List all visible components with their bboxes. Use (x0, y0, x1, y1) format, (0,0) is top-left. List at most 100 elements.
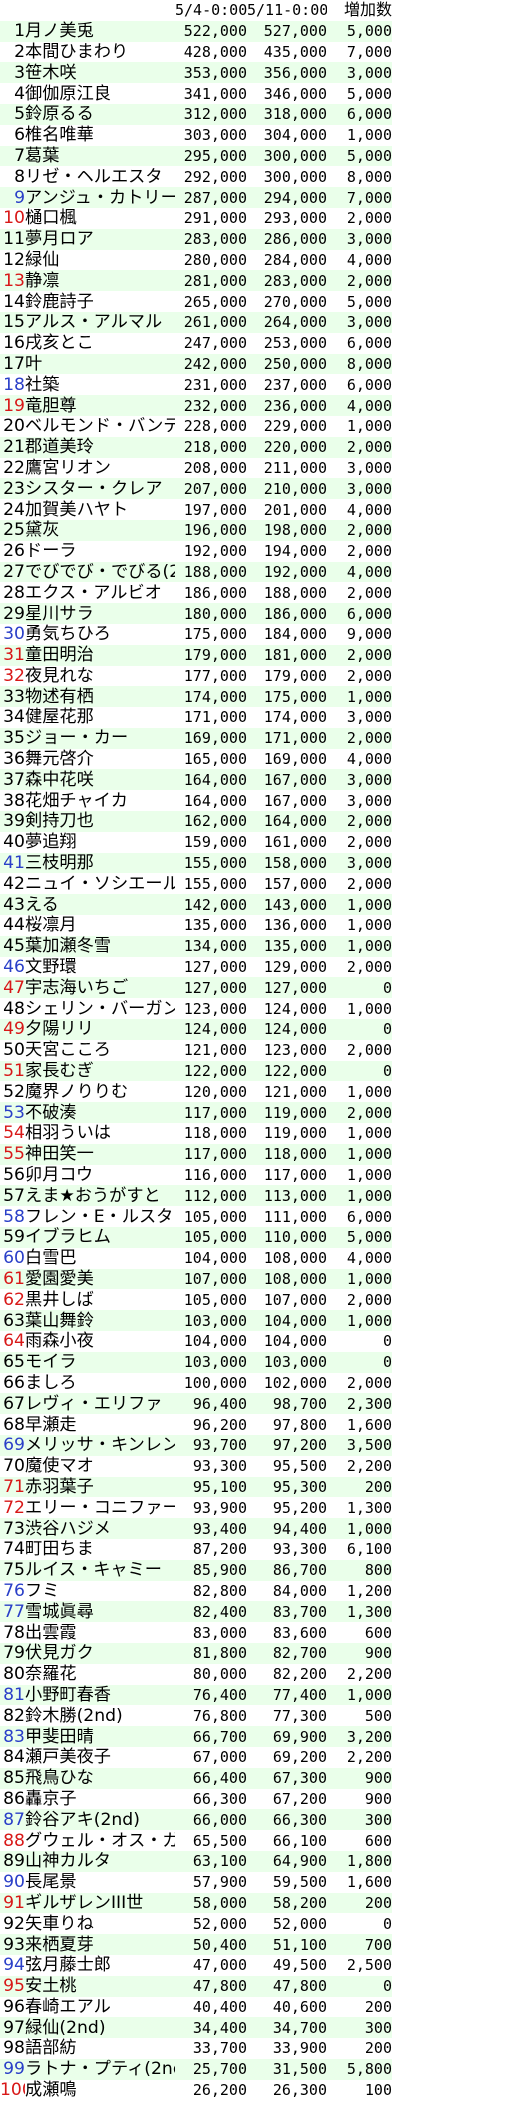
rank-cell: 10 (0, 207, 25, 229)
count-before-cell: 95,100 (175, 1476, 247, 1498)
rank-cell: 92 (0, 1913, 25, 1935)
count-after-cell: 236,000 (247, 395, 327, 416)
increase-cell: 900 (327, 1642, 392, 1664)
increase-cell: 200 (327, 1996, 392, 2018)
count-after-cell: 66,100 (247, 1830, 327, 1851)
name-cell: 雪城眞尋 (25, 1601, 175, 1623)
count-before-cell: 281,000 (175, 270, 247, 292)
name-cell: 赤羽葉子 (25, 1476, 175, 1498)
rank-cell: 87 (0, 1809, 25, 1831)
table-row: 31 童田明治 179,000 181,000 2,000 (0, 644, 392, 666)
rank-cell: 13 (0, 270, 25, 292)
rank-cell: 100 (0, 2079, 25, 2101)
increase-cell: 2,000 (327, 207, 392, 229)
table-row: 5 鈴原るる 312,000 318,000 6,000 (0, 103, 392, 125)
count-before-cell: 164,000 (175, 790, 247, 812)
count-after-cell: 117,000 (247, 1164, 327, 1186)
count-before-cell: 341,000 (175, 83, 247, 104)
rank-cell: 58 (0, 1206, 25, 1228)
count-after-cell: 110,000 (247, 1227, 327, 1248)
count-before-cell: 186,000 (175, 582, 247, 604)
increase-cell: 1,000 (327, 894, 392, 916)
increase-cell: 1,200 (327, 1580, 392, 1602)
increase-cell: 2,200 (327, 1455, 392, 1477)
table-row: 86 轟京子 66,300 67,200 900 (0, 1788, 392, 1810)
count-after-cell: 69,200 (247, 1746, 327, 1768)
rank-cell: 40 (0, 831, 25, 853)
rank-cell: 66 (0, 1372, 25, 1394)
count-before-cell: 67,000 (175, 1746, 247, 1768)
name-cell: モイラ (25, 1351, 175, 1373)
rank-cell: 38 (0, 790, 25, 812)
count-after-cell: 97,800 (247, 1414, 327, 1435)
table-row: 92 矢車りね 52,000 52,000 0 (0, 1913, 392, 1935)
count-before-cell: 292,000 (175, 166, 247, 188)
count-before-cell: 25,700 (175, 2058, 247, 2080)
count-after-cell: 136,000 (247, 915, 327, 936)
increase-cell: 1,000 (327, 1684, 392, 1706)
increase-cell: 200 (327, 1892, 392, 1914)
name-cell: 夢追翔 (25, 831, 175, 853)
rank-cell: 46 (0, 956, 25, 978)
rank-cell: 8 (0, 166, 25, 188)
count-before-cell: 120,000 (175, 1081, 247, 1103)
increase-cell: 3,000 (327, 790, 392, 812)
rank-cell: 98 (0, 2038, 25, 2059)
count-after-cell: 192,000 (247, 561, 327, 583)
count-before-cell: 112,000 (175, 1185, 247, 1207)
count-after-cell: 26,300 (247, 2079, 327, 2101)
name-cell: 三枝明那 (25, 852, 175, 874)
name-cell: 葉山舞鈴 (25, 1310, 175, 1331)
increase-cell: 4,000 (327, 561, 392, 583)
count-before-cell: 52,000 (175, 1913, 247, 1935)
rank-cell: 2 (0, 41, 25, 63)
table-row: 70 魔使マオ 93,300 95,500 2,200 (0, 1455, 392, 1477)
increase-cell: 5,000 (327, 1227, 392, 1248)
name-cell: イブラヒム (25, 1227, 175, 1248)
increase-cell: 8,000 (327, 166, 392, 188)
count-before-cell: 80,000 (175, 1663, 247, 1685)
name-cell: 山神カルタ (25, 1850, 175, 1872)
count-after-cell: 143,000 (247, 894, 327, 916)
increase-cell: 800 (327, 1559, 392, 1581)
table-row: 98 語部紡 33,700 33,900 200 (0, 2038, 392, 2059)
count-before-cell: 188,000 (175, 561, 247, 583)
count-before-cell: 162,000 (175, 811, 247, 832)
table-row: 62 黒井しば 105,000 107,000 2,000 (0, 1289, 392, 1311)
name-cell: ましろ (25, 1372, 175, 1394)
increase-cell: 3,200 (327, 1726, 392, 1747)
increase-cell: 1,000 (327, 124, 392, 146)
name-cell: ベルモンド・バンデラス (25, 415, 175, 437)
table-row: 3 笹木咲 353,000 356,000 3,000 (0, 62, 392, 84)
increase-cell: 2,000 (327, 582, 392, 604)
count-after-cell: 66,300 (247, 1809, 327, 1831)
rank-cell: 27 (0, 561, 25, 583)
count-before-cell: 66,300 (175, 1788, 247, 1810)
table-row: 19 竜胆尊 232,000 236,000 4,000 (0, 395, 392, 416)
count-before-cell: 196,000 (175, 519, 247, 541)
rank-cell: 7 (0, 145, 25, 167)
count-before-cell: 33,700 (175, 2038, 247, 2059)
increase-cell: 200 (327, 2038, 392, 2059)
increase-cell: 2,000 (327, 1372, 392, 1394)
rank-cell: 85 (0, 1767, 25, 1789)
count-after-cell: 435,000 (247, 41, 327, 63)
rank-cell: 53 (0, 1102, 25, 1124)
table-row: 53 不破湊 117,000 119,000 2,000 (0, 1102, 392, 1124)
name-cell: 町田ちま (25, 1538, 175, 1560)
name-cell: 春崎エアル (25, 1996, 175, 2018)
count-before-cell: 40,400 (175, 1996, 247, 2018)
count-after-cell: 164,000 (247, 811, 327, 832)
rank-cell: 35 (0, 727, 25, 749)
table-row: 71 赤羽葉子 95,100 95,300 200 (0, 1476, 392, 1498)
count-before-cell: 93,300 (175, 1455, 247, 1477)
name-cell: メリッサ・キンレンカ (25, 1434, 175, 1456)
count-before-cell: 66,400 (175, 1767, 247, 1789)
table-row: 95 安土桃 47,800 47,800 0 (0, 1975, 392, 1997)
count-after-cell: 64,900 (247, 1850, 327, 1872)
count-before-cell: 232,000 (175, 395, 247, 416)
table-row: 78 出雲霞 83,000 83,600 600 (0, 1622, 392, 1643)
name-cell: でびでび・でびる(2nd) (25, 561, 175, 583)
increase-cell: 1,000 (327, 1310, 392, 1331)
